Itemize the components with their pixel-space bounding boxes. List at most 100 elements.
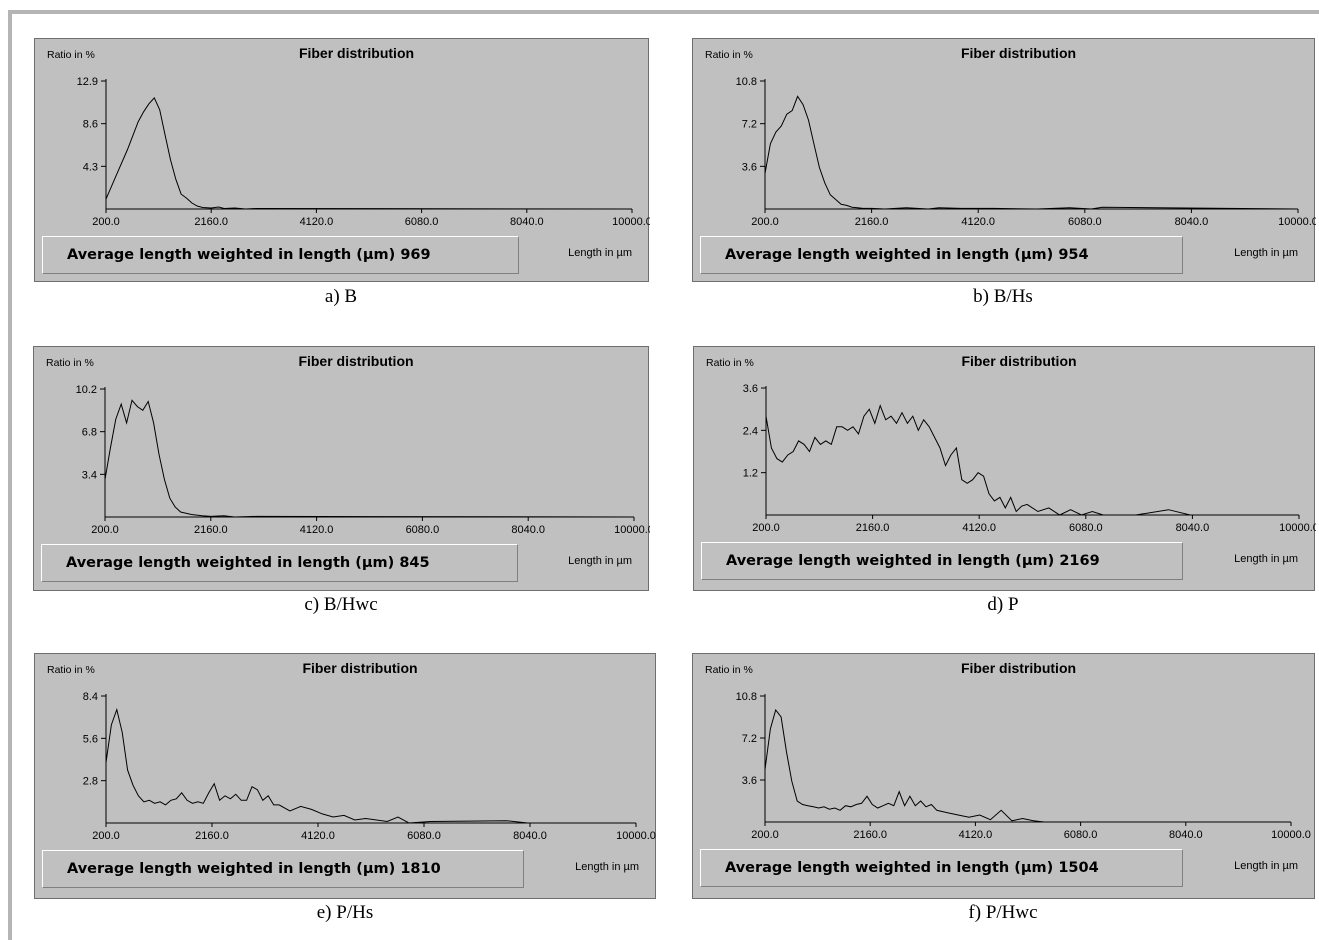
series-line <box>105 707 636 824</box>
x-tick-label: 200.0 <box>92 216 120 228</box>
x-axis-label: Length in µm <box>568 247 632 259</box>
y-tick-label: 2.8 <box>83 776 98 788</box>
series-line <box>105 97 633 210</box>
y-tick-label: 10.8 <box>736 691 757 703</box>
chart-title: Fiber distribution <box>961 45 1076 61</box>
series-line <box>764 95 1299 210</box>
average-length-box: Average length weighted in length (µm) 9… <box>700 236 1183 274</box>
x-tick-label: 8040.0 <box>1176 522 1210 534</box>
y-tick-label: 3.4 <box>82 469 97 481</box>
x-tick-label: 4120.0 <box>959 829 993 841</box>
chart-panel: Ratio in % Fiber distribution 3.6 7.2 10.8 20… <box>692 38 1316 282</box>
x-tick-label: 200.0 <box>752 522 780 534</box>
chart-panel: Ratio in % Fiber distribution 3.6 7.2 10.8 20… <box>692 653 1315 899</box>
top-border-rule <box>8 10 1319 14</box>
series-line <box>765 404 1299 516</box>
y-tick-label: 8.6 <box>83 119 98 131</box>
y-tick-label: 3.6 <box>743 383 758 395</box>
x-tick-label: 8040.0 <box>511 524 545 536</box>
chart-panel: Ratio in % Fiber distribution 3.4 6.8 10.2 20… <box>33 346 650 591</box>
average-length-box: Average length weighted in length (µm) 2… <box>701 542 1184 580</box>
y-tick-label: 3.6 <box>742 775 757 787</box>
x-tick-label: 6080.0 <box>1064 829 1098 841</box>
chart-svg: Ratio in % Fiber distribution 1.2 2.4 3.6 200… <box>706 353 1316 534</box>
y-axis-label: Ratio in % <box>47 664 95 676</box>
series-line <box>104 399 635 518</box>
x-tick-label: 2160.0 <box>194 216 228 228</box>
x-axis-label: Length in µm <box>568 555 632 567</box>
x-tick-label: 2160.0 <box>856 522 890 534</box>
y-axis-label: Ratio in % <box>46 357 94 369</box>
x-axis-label: Length in µm <box>1234 553 1298 565</box>
left-border-rule <box>8 10 12 940</box>
x-tick-label: 8040.0 <box>1175 216 1209 228</box>
x-tick-label: 4120.0 <box>300 524 334 536</box>
chart-svg: Ratio in % Fiber distribution 3.4 6.8 10.2 20… <box>46 353 650 536</box>
figure-caption: d) P <box>987 594 1019 615</box>
x-tick-label: 10000.0 <box>1271 829 1311 841</box>
x-tick-label: 8040.0 <box>513 830 547 842</box>
y-tick-label: 3.6 <box>742 161 757 173</box>
chart-title: Fiber distribution <box>961 353 1076 369</box>
x-tick-label: 10000.0 <box>1279 522 1316 534</box>
y-tick-label: 7.2 <box>742 733 757 745</box>
figure-caption: e) P/Hs <box>316 902 374 923</box>
y-axis-label: Ratio in % <box>706 357 754 369</box>
x-tick-label: 8040.0 <box>1169 829 1203 841</box>
y-axis-label: Ratio in % <box>705 664 753 676</box>
x-tick-label: 4120.0 <box>962 522 996 534</box>
chart-svg: Ratio in % Fiber distribution 2.8 5.6 8.4 200… <box>47 660 656 842</box>
y-tick-label: 10.2 <box>76 384 97 396</box>
y-tick-label: 7.2 <box>742 119 757 131</box>
chart-title: Fiber distribution <box>299 45 414 61</box>
x-tick-label: 4120.0 <box>961 216 995 228</box>
chart-title: Fiber distribution <box>298 353 413 369</box>
chart-title: Fiber distribution <box>302 660 417 676</box>
y-tick-label: 10.8 <box>736 76 757 88</box>
chart-svg: Ratio in % Fiber distribution 3.6 7.2 10.8 20… <box>705 45 1316 228</box>
x-tick-label: 2160.0 <box>853 829 887 841</box>
figure-caption: c) B/Hwc <box>304 594 378 615</box>
x-axis-label: Length in µm <box>575 861 639 873</box>
x-tick-label: 2160.0 <box>855 216 889 228</box>
chart-panel: Ratio in % Fiber distribution 4.3 8.6 12.9 20… <box>34 38 650 282</box>
chart-panel: Ratio in % Fiber distribution 1.2 2.4 3.6 200… <box>693 346 1316 591</box>
x-tick-label: 6080.0 <box>407 830 441 842</box>
y-tick-label: 12.9 <box>77 76 98 88</box>
x-axis-label: Length in µm <box>1234 860 1298 872</box>
x-tick-label: 200.0 <box>92 830 120 842</box>
x-tick-label: 6080.0 <box>406 524 440 536</box>
y-tick-label: 6.8 <box>82 427 97 439</box>
y-axis-label: Ratio in % <box>705 49 753 61</box>
chart-panel: Ratio in % Fiber distribution 2.8 5.6 8.4 200… <box>34 653 656 899</box>
x-tick-label: 10000.0 <box>614 524 650 536</box>
x-tick-label: 200.0 <box>91 524 119 536</box>
x-tick-label: 6080.0 <box>405 216 439 228</box>
x-tick-label: 2160.0 <box>195 830 229 842</box>
x-tick-label: 10000.0 <box>1278 216 1316 228</box>
y-tick-label: 2.4 <box>743 425 758 437</box>
y-tick-label: 1.2 <box>743 468 758 480</box>
average-length-box: Average length weighted in length (µm) 1… <box>42 850 525 888</box>
y-tick-label: 4.3 <box>83 161 98 173</box>
x-tick-label: 200.0 <box>751 216 779 228</box>
x-tick-label: 10000.0 <box>612 216 650 228</box>
y-tick-label: 8.4 <box>83 691 98 703</box>
series-line <box>764 708 1291 823</box>
x-axis-label: Length in µm <box>1234 247 1298 259</box>
x-tick-label: 2160.0 <box>194 524 228 536</box>
average-length-box: Average length weighted in length (µm) 8… <box>41 544 519 582</box>
figure-caption: b) B/Hs <box>973 286 1033 307</box>
x-tick-label: 4120.0 <box>301 830 335 842</box>
y-tick-label: 5.6 <box>83 733 98 745</box>
figure-caption: f) P/Hwc <box>968 902 1038 923</box>
x-tick-label: 10000.0 <box>616 830 656 842</box>
figure-caption: a) B <box>324 286 358 307</box>
average-length-box: Average length weighted in length (µm) 9… <box>42 236 519 274</box>
x-tick-label: 8040.0 <box>510 216 544 228</box>
x-tick-label: 6080.0 <box>1068 216 1102 228</box>
chart-svg: Ratio in % Fiber distribution 4.3 8.6 12.9 20… <box>47 45 650 228</box>
x-tick-label: 4120.0 <box>300 216 334 228</box>
x-tick-label: 6080.0 <box>1069 522 1103 534</box>
average-length-box: Average length weighted in length (µm) 1… <box>700 849 1183 887</box>
